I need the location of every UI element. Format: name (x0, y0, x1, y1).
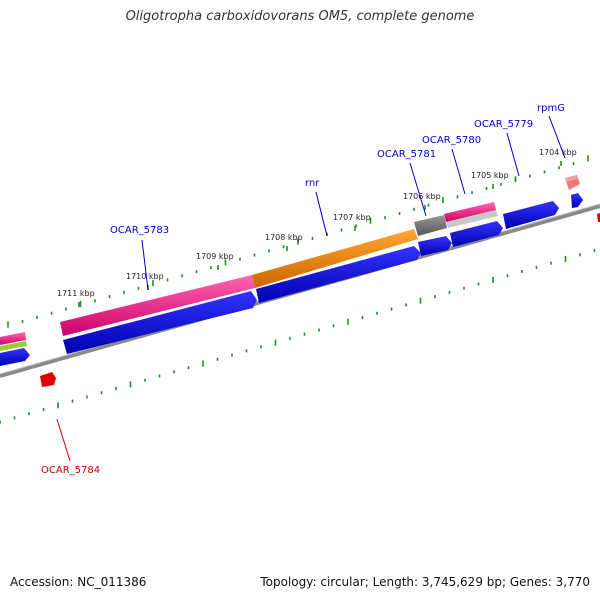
gene-label-leader (548, 115, 566, 159)
gene-label-leader (56, 418, 71, 462)
gene-label[interactable]: OCAR_5781 (377, 149, 436, 160)
gene-label-leader (506, 132, 520, 177)
cds-arrow-5 (503, 201, 559, 229)
gene-label[interactable]: OCAR_5780 (422, 135, 481, 146)
tick-label: 1706 kbp (403, 192, 441, 201)
tick-label: 1708 kbp (265, 233, 303, 242)
cds-arrow-4 (450, 221, 503, 247)
cds-arrow-2 (256, 246, 421, 303)
inner-tick-ring (0, 249, 596, 424)
gene-label-leader (141, 239, 149, 291)
gene-bar-left-green (0, 341, 27, 351)
genome-title: Oligotropha carboxidovorans OM5, complet… (125, 9, 475, 24)
tick-label: 1704 kbp (539, 148, 577, 157)
outer-tick-ring (7, 155, 589, 328)
tick-label: 1705 kbp (471, 171, 509, 180)
gene-bar-ocar-5780 (444, 202, 496, 222)
tick-label: 1711 kbp (57, 289, 95, 298)
gene-arrow-ocar-5784 (40, 372, 56, 387)
gene-label[interactable]: OCAR_5779 (474, 119, 533, 130)
gene-bar-gray (414, 215, 447, 236)
gene-bar-rnr (252, 229, 418, 288)
gene-labels: OCAR_5783 rnr OCAR_5781 OCAR_5780 OCAR_5779 r… (41, 103, 566, 476)
gene-bar-rpmg-top (565, 175, 578, 182)
cds-arrow-1 (63, 291, 257, 354)
cds-arrow-3 (418, 236, 452, 256)
genome-summary: Topology: circular; Length: 3,745,629 bp… (260, 575, 590, 589)
gene-bar-ocar-5780-shadow (446, 210, 498, 228)
gene-label-leader (451, 148, 466, 195)
gene-label[interactable]: OCAR_5784 (41, 465, 100, 476)
gene-label[interactable]: rnr (305, 178, 320, 189)
gene-bar-left-pink (0, 332, 26, 345)
cds-arrow-rpmg (571, 193, 583, 208)
gene-label-leader (409, 162, 427, 217)
gene-arrow-right-red (597, 213, 600, 222)
accession-text: Accession: NC_011386 (10, 575, 147, 589)
tick-label: 1709 kbp (196, 252, 234, 261)
gene-label-leader (315, 191, 328, 237)
tick-label: 1707 kbp (333, 213, 371, 222)
tick-label: 1710 kbp (126, 272, 164, 281)
gene-label[interactable]: OCAR_5783 (110, 225, 169, 236)
gene-arrow-left-blue (0, 348, 30, 366)
feature-track (0, 175, 600, 387)
gene-label[interactable]: rpmG (537, 103, 565, 114)
gene-bar-ocar-5783 (60, 275, 255, 336)
